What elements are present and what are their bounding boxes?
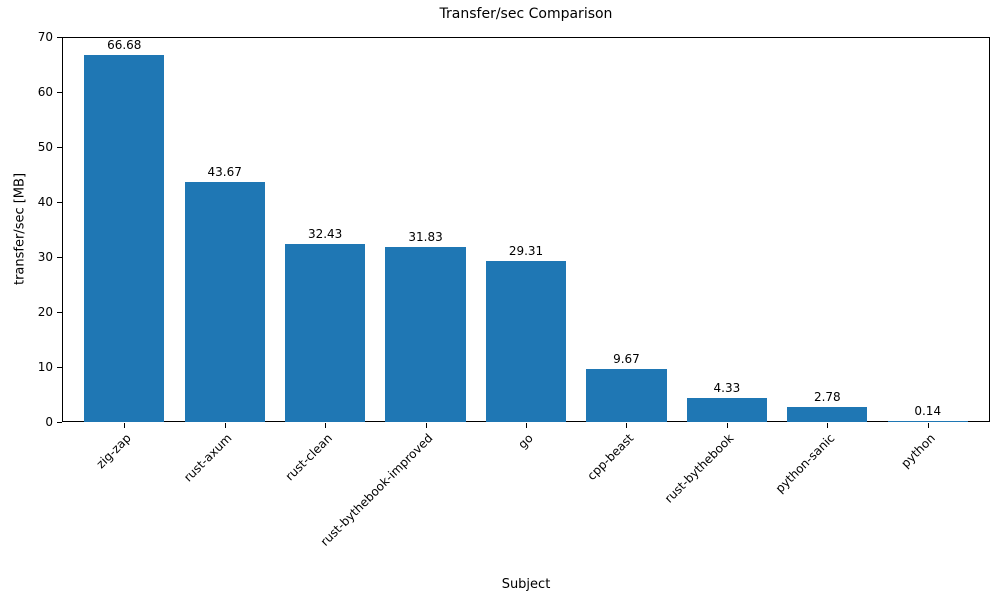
bar: [887, 421, 968, 422]
y-tick-label: 50: [37, 140, 53, 154]
bar-value-label: 29.31: [508, 243, 544, 258]
x-tick-label: rust-bythebook-improved: [317, 431, 436, 549]
bar-value-label: 32.43: [307, 226, 343, 241]
y-tick-mark: [57, 312, 62, 313]
x-tick-mark: [224, 423, 226, 428]
y-tick-label: 10: [37, 360, 53, 374]
x-tick-label: rust-axum: [181, 431, 235, 485]
y-tick-mark: [57, 37, 62, 38]
x-tick-mark: [726, 423, 728, 428]
bar-value-label: 9.67: [613, 351, 640, 366]
bar: [84, 55, 165, 422]
bar-value-label: 43.67: [207, 164, 242, 179]
bar: [485, 260, 567, 422]
bar-value-label: 4.33: [713, 381, 741, 396]
y-tick-mark: [57, 367, 62, 368]
bar: [184, 181, 265, 422]
y-tick-label: 0: [45, 415, 53, 429]
x-tick-mark: [626, 423, 628, 428]
bar-value-label: 31.83: [408, 229, 443, 244]
bar: [586, 368, 667, 422]
x-tick-mark: [124, 423, 126, 428]
y-tick-mark: [57, 422, 62, 423]
x-tick-label: rust-clean: [282, 431, 336, 484]
x-tick-label: rust-bythebook: [662, 431, 737, 506]
bar-value-label: 66.68: [107, 38, 142, 53]
x-tick-mark: [425, 423, 427, 428]
y-tick-label: 20: [37, 305, 53, 319]
x-tick-mark: [325, 423, 327, 428]
x-axis-label: Subject: [501, 577, 551, 592]
x-tick-mark: [526, 423, 527, 428]
y-tick-label: 60: [37, 85, 53, 99]
y-tick-mark: [57, 257, 62, 258]
bar: [385, 246, 466, 422]
bar: [686, 398, 768, 422]
bar-value-label: 0.14: [914, 404, 942, 418]
y-tick-mark: [57, 92, 62, 93]
y-axis-label: transfer/sec [MB]: [12, 172, 28, 286]
y-tick-mark: [57, 147, 62, 148]
chart-title: Transfer/sec Comparison: [439, 6, 613, 22]
x-tick-label: python: [898, 431, 938, 471]
x-tick-label: python-sanic: [772, 431, 838, 496]
bar: [284, 243, 366, 422]
y-tick-mark: [57, 202, 62, 203]
y-tick-label: 30: [37, 250, 53, 264]
bar: [787, 406, 868, 422]
y-tick-label: 40: [37, 195, 53, 209]
x-tick-label: go: [515, 431, 536, 452]
x-tick-label: zig-zap: [93, 431, 135, 472]
x-tick-label: cpp-beast: [584, 431, 637, 483]
y-tick-label: 70: [37, 30, 53, 44]
x-tick-mark: [827, 423, 829, 428]
x-tick-mark: [927, 423, 929, 428]
bar-value-label: 2.78: [813, 389, 841, 404]
